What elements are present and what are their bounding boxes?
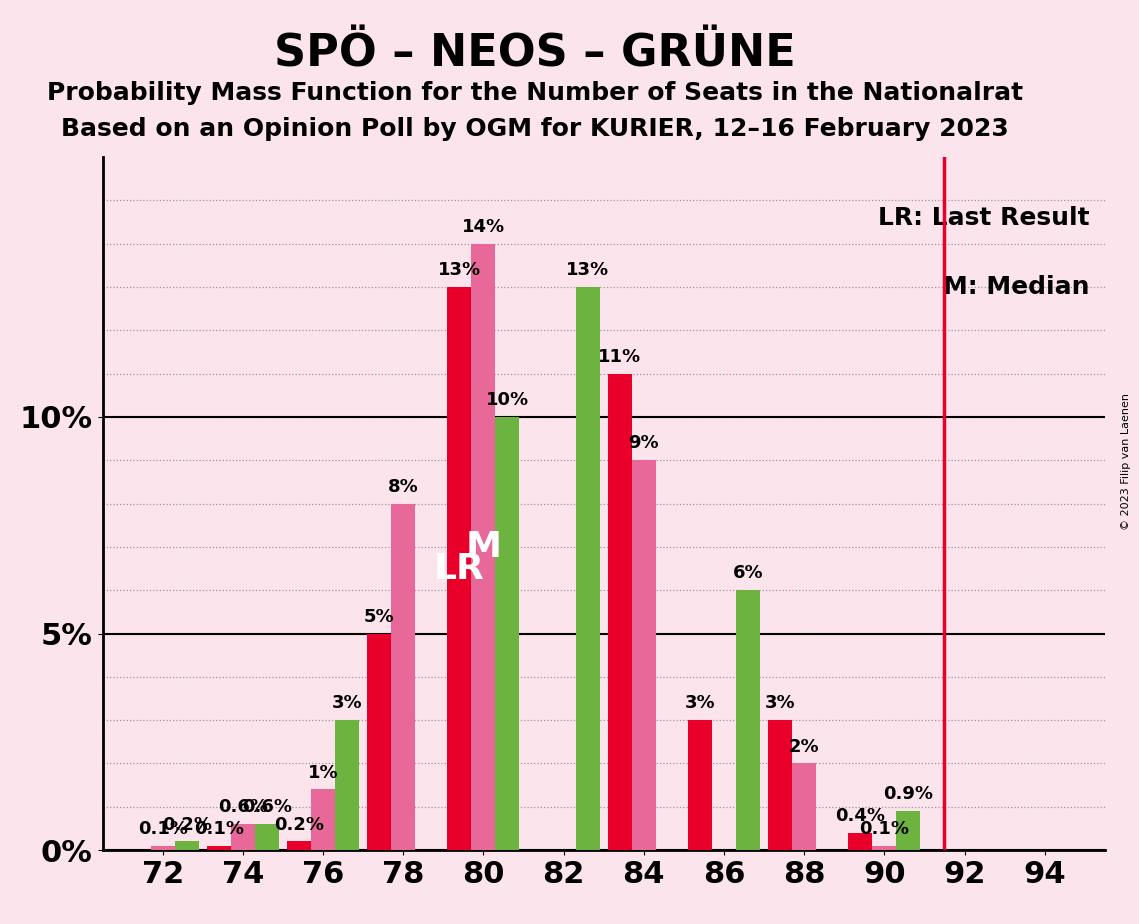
Bar	[495, 417, 519, 850]
Text: 0.4%: 0.4%	[835, 807, 885, 825]
Text: 0.2%: 0.2%	[274, 816, 323, 833]
Text: 8%: 8%	[388, 478, 418, 496]
Text: 2%: 2%	[789, 737, 819, 756]
Text: 13%: 13%	[566, 261, 609, 279]
Bar	[311, 789, 335, 850]
Bar	[608, 373, 632, 850]
Text: SPÖ – NEOS – GRÜNE: SPÖ – NEOS – GRÜNE	[274, 32, 796, 76]
Text: 0.2%: 0.2%	[162, 816, 212, 833]
Text: 3%: 3%	[764, 694, 795, 712]
Text: 0.1%: 0.1%	[859, 820, 909, 838]
Text: Based on an Opinion Poll by OGM for KURIER, 12–16 February 2023: Based on an Opinion Poll by OGM for KURI…	[62, 117, 1009, 141]
Bar	[872, 845, 896, 850]
Text: 11%: 11%	[598, 347, 641, 366]
Text: 0.9%: 0.9%	[884, 785, 933, 803]
Bar	[472, 244, 495, 850]
Text: © 2023 Filip van Laenen: © 2023 Filip van Laenen	[1121, 394, 1131, 530]
Bar	[896, 811, 920, 850]
Text: LR: Last Result: LR: Last Result	[878, 206, 1090, 229]
Bar	[688, 720, 712, 850]
Bar	[150, 845, 174, 850]
Text: 9%: 9%	[629, 434, 659, 453]
Text: 13%: 13%	[437, 261, 481, 279]
Bar	[448, 287, 472, 850]
Text: M: M	[466, 529, 501, 564]
Bar	[207, 845, 231, 850]
Bar	[632, 460, 656, 850]
Text: 10%: 10%	[486, 391, 528, 409]
Bar	[255, 824, 279, 850]
Bar	[792, 763, 817, 850]
Text: 0.6%: 0.6%	[241, 798, 292, 816]
Bar	[287, 842, 311, 850]
Text: Probability Mass Function for the Number of Seats in the Nationalrat: Probability Mass Function for the Number…	[47, 81, 1024, 105]
Bar	[575, 287, 599, 850]
Text: LR: LR	[434, 552, 485, 586]
Text: 0.6%: 0.6%	[218, 798, 268, 816]
Bar	[231, 824, 255, 850]
Bar	[174, 842, 198, 850]
Text: 14%: 14%	[461, 218, 505, 236]
Text: 5%: 5%	[363, 608, 394, 626]
Bar	[768, 720, 792, 850]
Text: 3%: 3%	[685, 694, 715, 712]
Bar	[391, 504, 416, 850]
Bar	[849, 833, 872, 850]
Text: 0.1%: 0.1%	[138, 820, 188, 838]
Bar	[367, 634, 391, 850]
Bar	[335, 720, 359, 850]
Text: 6%: 6%	[732, 565, 763, 582]
Bar	[736, 590, 760, 850]
Text: 1%: 1%	[308, 763, 338, 782]
Text: M: Median: M: Median	[943, 275, 1090, 298]
Text: 3%: 3%	[331, 694, 362, 712]
Text: 0.1%: 0.1%	[194, 820, 244, 838]
